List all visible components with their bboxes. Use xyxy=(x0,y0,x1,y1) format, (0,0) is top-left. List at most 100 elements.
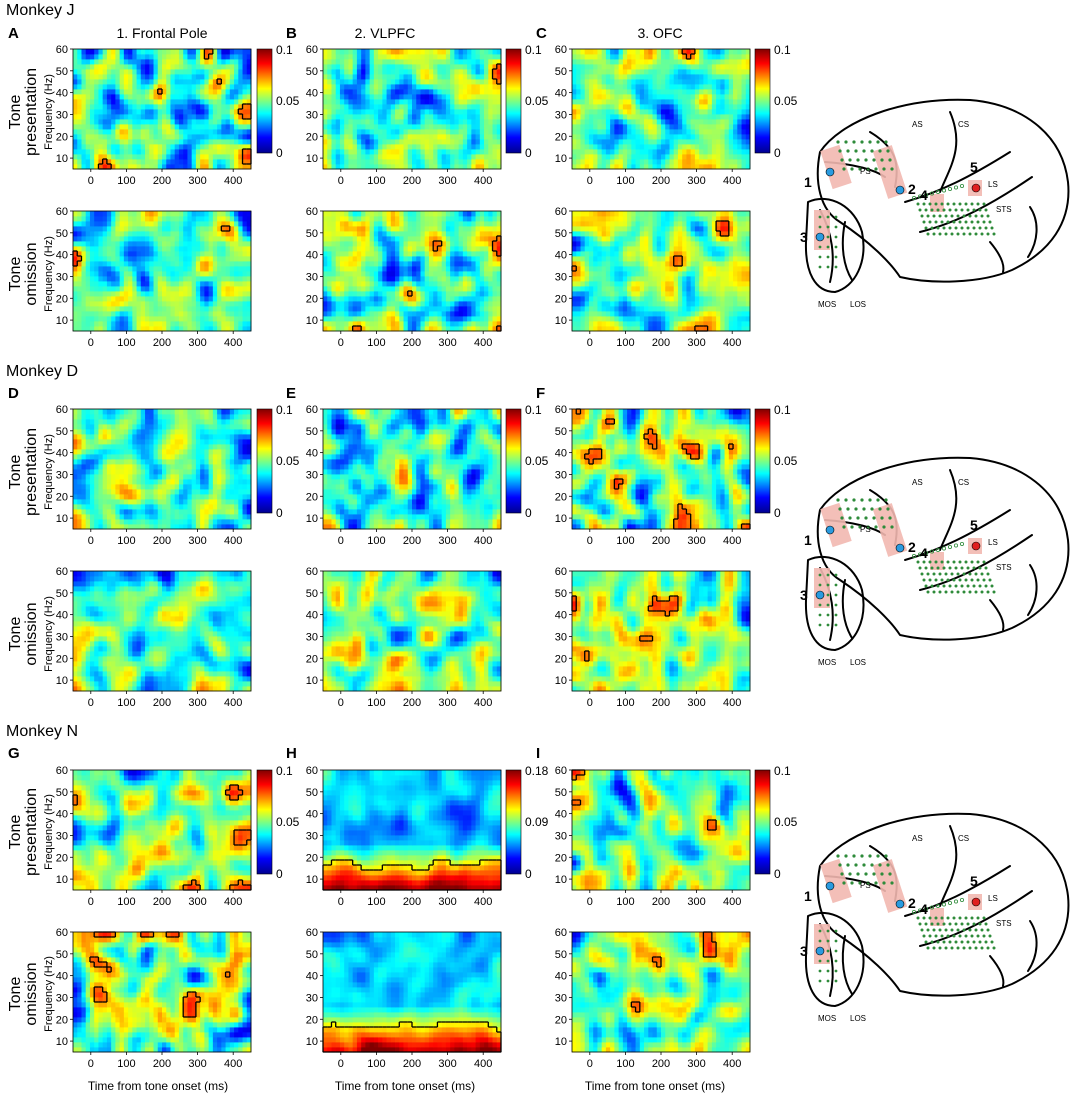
heatmap-cell xyxy=(420,316,425,321)
heatmap-cell xyxy=(213,74,218,79)
heatmap-cell xyxy=(361,59,366,64)
heatmap-cell xyxy=(170,241,175,246)
heatmap-cell xyxy=(192,134,197,139)
heatmap-cell xyxy=(433,326,438,331)
heatmap-cell xyxy=(145,316,150,321)
heatmap-cell xyxy=(365,276,370,281)
heatmap-cell xyxy=(382,144,387,149)
heatmap-cell xyxy=(399,281,404,286)
heatmap-cell xyxy=(187,221,192,226)
heatmap-cell xyxy=(111,286,116,291)
heatmap-cell xyxy=(94,251,99,256)
heatmap-cell xyxy=(442,84,447,89)
heatmap-cell xyxy=(382,231,387,236)
heatmap-cell xyxy=(179,326,184,331)
heatmap-cell xyxy=(331,241,336,246)
heatmap-cell xyxy=(179,139,184,144)
heatmap-cell xyxy=(374,321,379,326)
heatmap-cell xyxy=(162,64,167,69)
heatmap-cell xyxy=(429,159,434,164)
heatmap-cell xyxy=(365,74,370,79)
heatmap-cell xyxy=(476,164,481,169)
heatmap-cell xyxy=(395,291,400,296)
heatmap-cell xyxy=(425,226,430,231)
heatmap-cell xyxy=(493,164,498,169)
heatmap-cell xyxy=(115,79,120,84)
heatmap-cell xyxy=(429,104,434,109)
heatmap-cell xyxy=(213,129,218,134)
heatmap-cell xyxy=(437,266,442,271)
heatmap-cell xyxy=(98,99,103,104)
heatmap-cell xyxy=(344,221,349,226)
heatmap-cell xyxy=(204,154,209,159)
heatmap-cell xyxy=(361,306,366,311)
heatmap-cell xyxy=(221,134,226,139)
heatmap-cell xyxy=(340,236,345,241)
heatmap-cell xyxy=(374,256,379,261)
heatmap-cell xyxy=(344,271,349,276)
heatmap-b-presentation: 1020304050600 100 200 300 400 xyxy=(306,44,502,187)
heatmap-cell xyxy=(365,69,370,74)
heatmap-cell xyxy=(158,321,163,326)
heatmap-cell xyxy=(327,124,332,129)
heatmap-cell xyxy=(420,281,425,286)
heatmap-cell xyxy=(437,134,442,139)
heatmap-cell xyxy=(141,321,146,326)
heatmap-cell xyxy=(391,261,396,266)
heatmap-cell xyxy=(446,266,451,271)
heatmap-cell xyxy=(73,291,78,296)
heatmap-cell xyxy=(725,139,730,144)
heatmap-cell xyxy=(361,276,366,281)
heatmap-cell xyxy=(374,164,379,169)
heatmap-cell xyxy=(661,144,666,149)
heatmap-cell xyxy=(141,154,146,159)
heatmap-cell xyxy=(128,286,133,291)
heatmap-cell xyxy=(98,241,103,246)
heatmap-cell xyxy=(81,149,86,154)
heatmap-cell xyxy=(623,149,628,154)
heatmap-cell xyxy=(446,251,451,256)
heatmap-cell xyxy=(90,266,95,271)
heatmap-cell xyxy=(183,251,188,256)
heatmap-cell xyxy=(648,154,653,159)
heatmap-cell xyxy=(170,221,175,226)
heatmap-cell xyxy=(429,64,434,69)
heatmap-cell xyxy=(429,69,434,74)
heatmap-cell xyxy=(454,94,459,99)
heatmap-cell xyxy=(187,159,192,164)
heatmap-cell xyxy=(623,79,628,84)
heatmap-cell xyxy=(357,286,362,291)
heatmap-cell xyxy=(640,144,645,149)
heatmap-cell xyxy=(640,134,645,139)
heatmap-cell xyxy=(158,139,163,144)
heatmap-cell xyxy=(145,221,150,226)
heatmap-cell xyxy=(382,164,387,169)
heatmap-cell xyxy=(154,144,159,149)
heatmap-cell xyxy=(404,104,409,109)
heatmap-cell xyxy=(327,321,332,326)
heatmap-cell xyxy=(336,221,341,226)
heatmap-cell xyxy=(437,154,442,159)
heatmap-cell xyxy=(200,74,205,79)
y-tick-label: 10 xyxy=(306,315,318,327)
heatmap-cell xyxy=(610,129,615,134)
heatmap-cell xyxy=(433,144,438,149)
heatmap-cell xyxy=(391,119,396,124)
heatmap-cell xyxy=(200,84,205,89)
heatmap-cell xyxy=(90,99,95,104)
heatmap-cell xyxy=(141,296,146,301)
heatmap-cell xyxy=(94,139,99,144)
heatmap-cell xyxy=(243,64,248,69)
heatmap-cell xyxy=(175,69,180,74)
heatmap-cell xyxy=(120,74,125,79)
heatmap-cell xyxy=(484,311,489,316)
heatmap-cell xyxy=(226,69,231,74)
heatmap-cell xyxy=(86,159,91,164)
heatmap-cell xyxy=(737,89,742,94)
heatmap-cell xyxy=(175,266,180,271)
heatmap-cell xyxy=(137,261,142,266)
heatmap-cell xyxy=(378,261,383,266)
heatmap-cell xyxy=(238,69,243,74)
heatmap-cell xyxy=(183,281,188,286)
heatmap-cell xyxy=(404,261,409,266)
